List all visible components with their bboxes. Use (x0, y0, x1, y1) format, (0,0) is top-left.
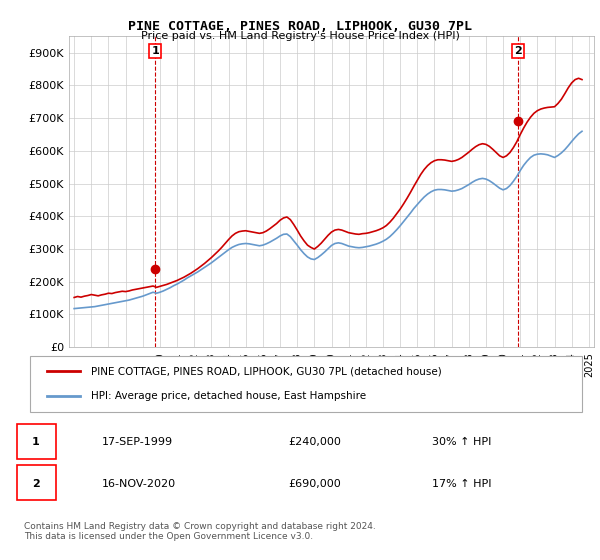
Text: £690,000: £690,000 (288, 479, 341, 489)
Text: 1: 1 (32, 437, 40, 447)
Text: 2: 2 (514, 46, 522, 56)
Text: HPI: Average price, detached house, East Hampshire: HPI: Average price, detached house, East… (91, 391, 366, 401)
Text: 17-SEP-1999: 17-SEP-1999 (102, 437, 173, 447)
Text: 16-NOV-2020: 16-NOV-2020 (102, 479, 176, 489)
FancyBboxPatch shape (17, 465, 56, 501)
Text: 30% ↑ HPI: 30% ↑ HPI (432, 437, 491, 447)
FancyBboxPatch shape (17, 424, 56, 459)
Text: 1: 1 (151, 46, 159, 56)
Text: 17% ↑ HPI: 17% ↑ HPI (432, 479, 491, 489)
FancyBboxPatch shape (30, 356, 582, 412)
Text: £240,000: £240,000 (288, 437, 341, 447)
Text: PINE COTTAGE, PINES ROAD, LIPHOOK, GU30 7PL: PINE COTTAGE, PINES ROAD, LIPHOOK, GU30 … (128, 20, 472, 32)
Text: 2: 2 (32, 479, 40, 489)
Text: PINE COTTAGE, PINES ROAD, LIPHOOK, GU30 7PL (detached house): PINE COTTAGE, PINES ROAD, LIPHOOK, GU30 … (91, 366, 442, 376)
Text: Price paid vs. HM Land Registry's House Price Index (HPI): Price paid vs. HM Land Registry's House … (140, 31, 460, 41)
Text: Contains HM Land Registry data © Crown copyright and database right 2024.
This d: Contains HM Land Registry data © Crown c… (24, 522, 376, 542)
